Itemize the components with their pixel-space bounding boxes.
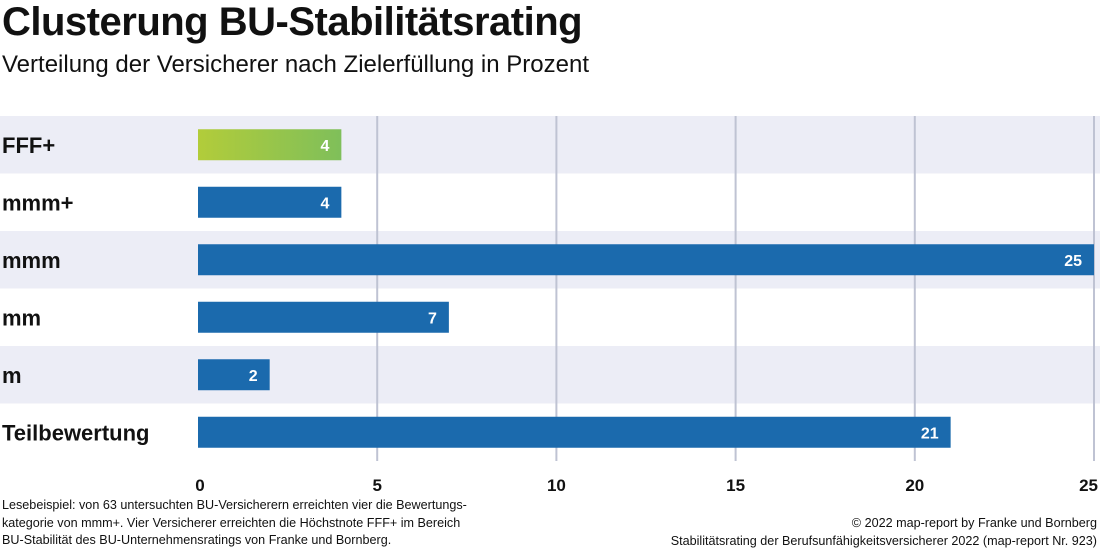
data-label: 21 xyxy=(921,425,939,442)
x-tick-label: 25 xyxy=(1079,476,1098,495)
category-label: mm xyxy=(2,305,41,330)
x-tick-label: 5 xyxy=(372,476,381,495)
x-tick-label: 0 xyxy=(195,476,204,495)
chart-subtitle: Verteilung der Versicherer nach Zielerfü… xyxy=(2,51,589,78)
category-label: Teilbewertung xyxy=(2,420,150,445)
note-line: BU-Stabilität des BU-Unternehmensratings… xyxy=(2,533,392,547)
data-label: 25 xyxy=(1064,253,1082,270)
bar xyxy=(198,186,342,218)
note-line: Lesebeispiel: von 63 untersuchten BU-Ver… xyxy=(2,498,467,512)
data-label: 4 xyxy=(320,195,329,212)
data-label: 2 xyxy=(249,368,258,385)
bar-chart: FFF+ 4 mmm+ 4 mmm 25 mm 7 m 2 Teilbewertung 21 0 5 10 1… xyxy=(0,116,1100,495)
source-credits: © 2022 map-report by Franke und Bornberg… xyxy=(671,515,1097,550)
category-label: mmm+ xyxy=(2,190,74,215)
bar xyxy=(198,301,449,333)
category-label: mmm xyxy=(2,248,61,273)
data-label: 4 xyxy=(320,138,329,155)
bar xyxy=(198,416,951,448)
chart-title: Clusterung BU-Stabilitätsrating xyxy=(2,0,583,44)
data-label: 7 xyxy=(428,310,437,327)
x-tick-label: 15 xyxy=(726,476,745,495)
row-band xyxy=(0,346,1100,404)
note-line: kategorie von mmm+. Vier Versicherer err… xyxy=(2,515,461,530)
reading-example-note: Lesebeispiel: von 63 untersuchten BU-Ver… xyxy=(2,497,562,550)
bar xyxy=(198,244,1094,276)
row-band xyxy=(0,116,1100,174)
bar xyxy=(198,359,270,391)
category-label: m xyxy=(2,363,22,388)
x-tick-label: 10 xyxy=(547,476,566,495)
category-label: FFF+ xyxy=(2,133,55,158)
copyright-line: © 2022 map-report by Franke und Bornberg xyxy=(851,516,1097,530)
source-line: Stabilitätsrating der Berufsunfähigkeits… xyxy=(670,533,1097,548)
bar xyxy=(198,129,342,161)
x-tick-label: 20 xyxy=(905,476,924,495)
